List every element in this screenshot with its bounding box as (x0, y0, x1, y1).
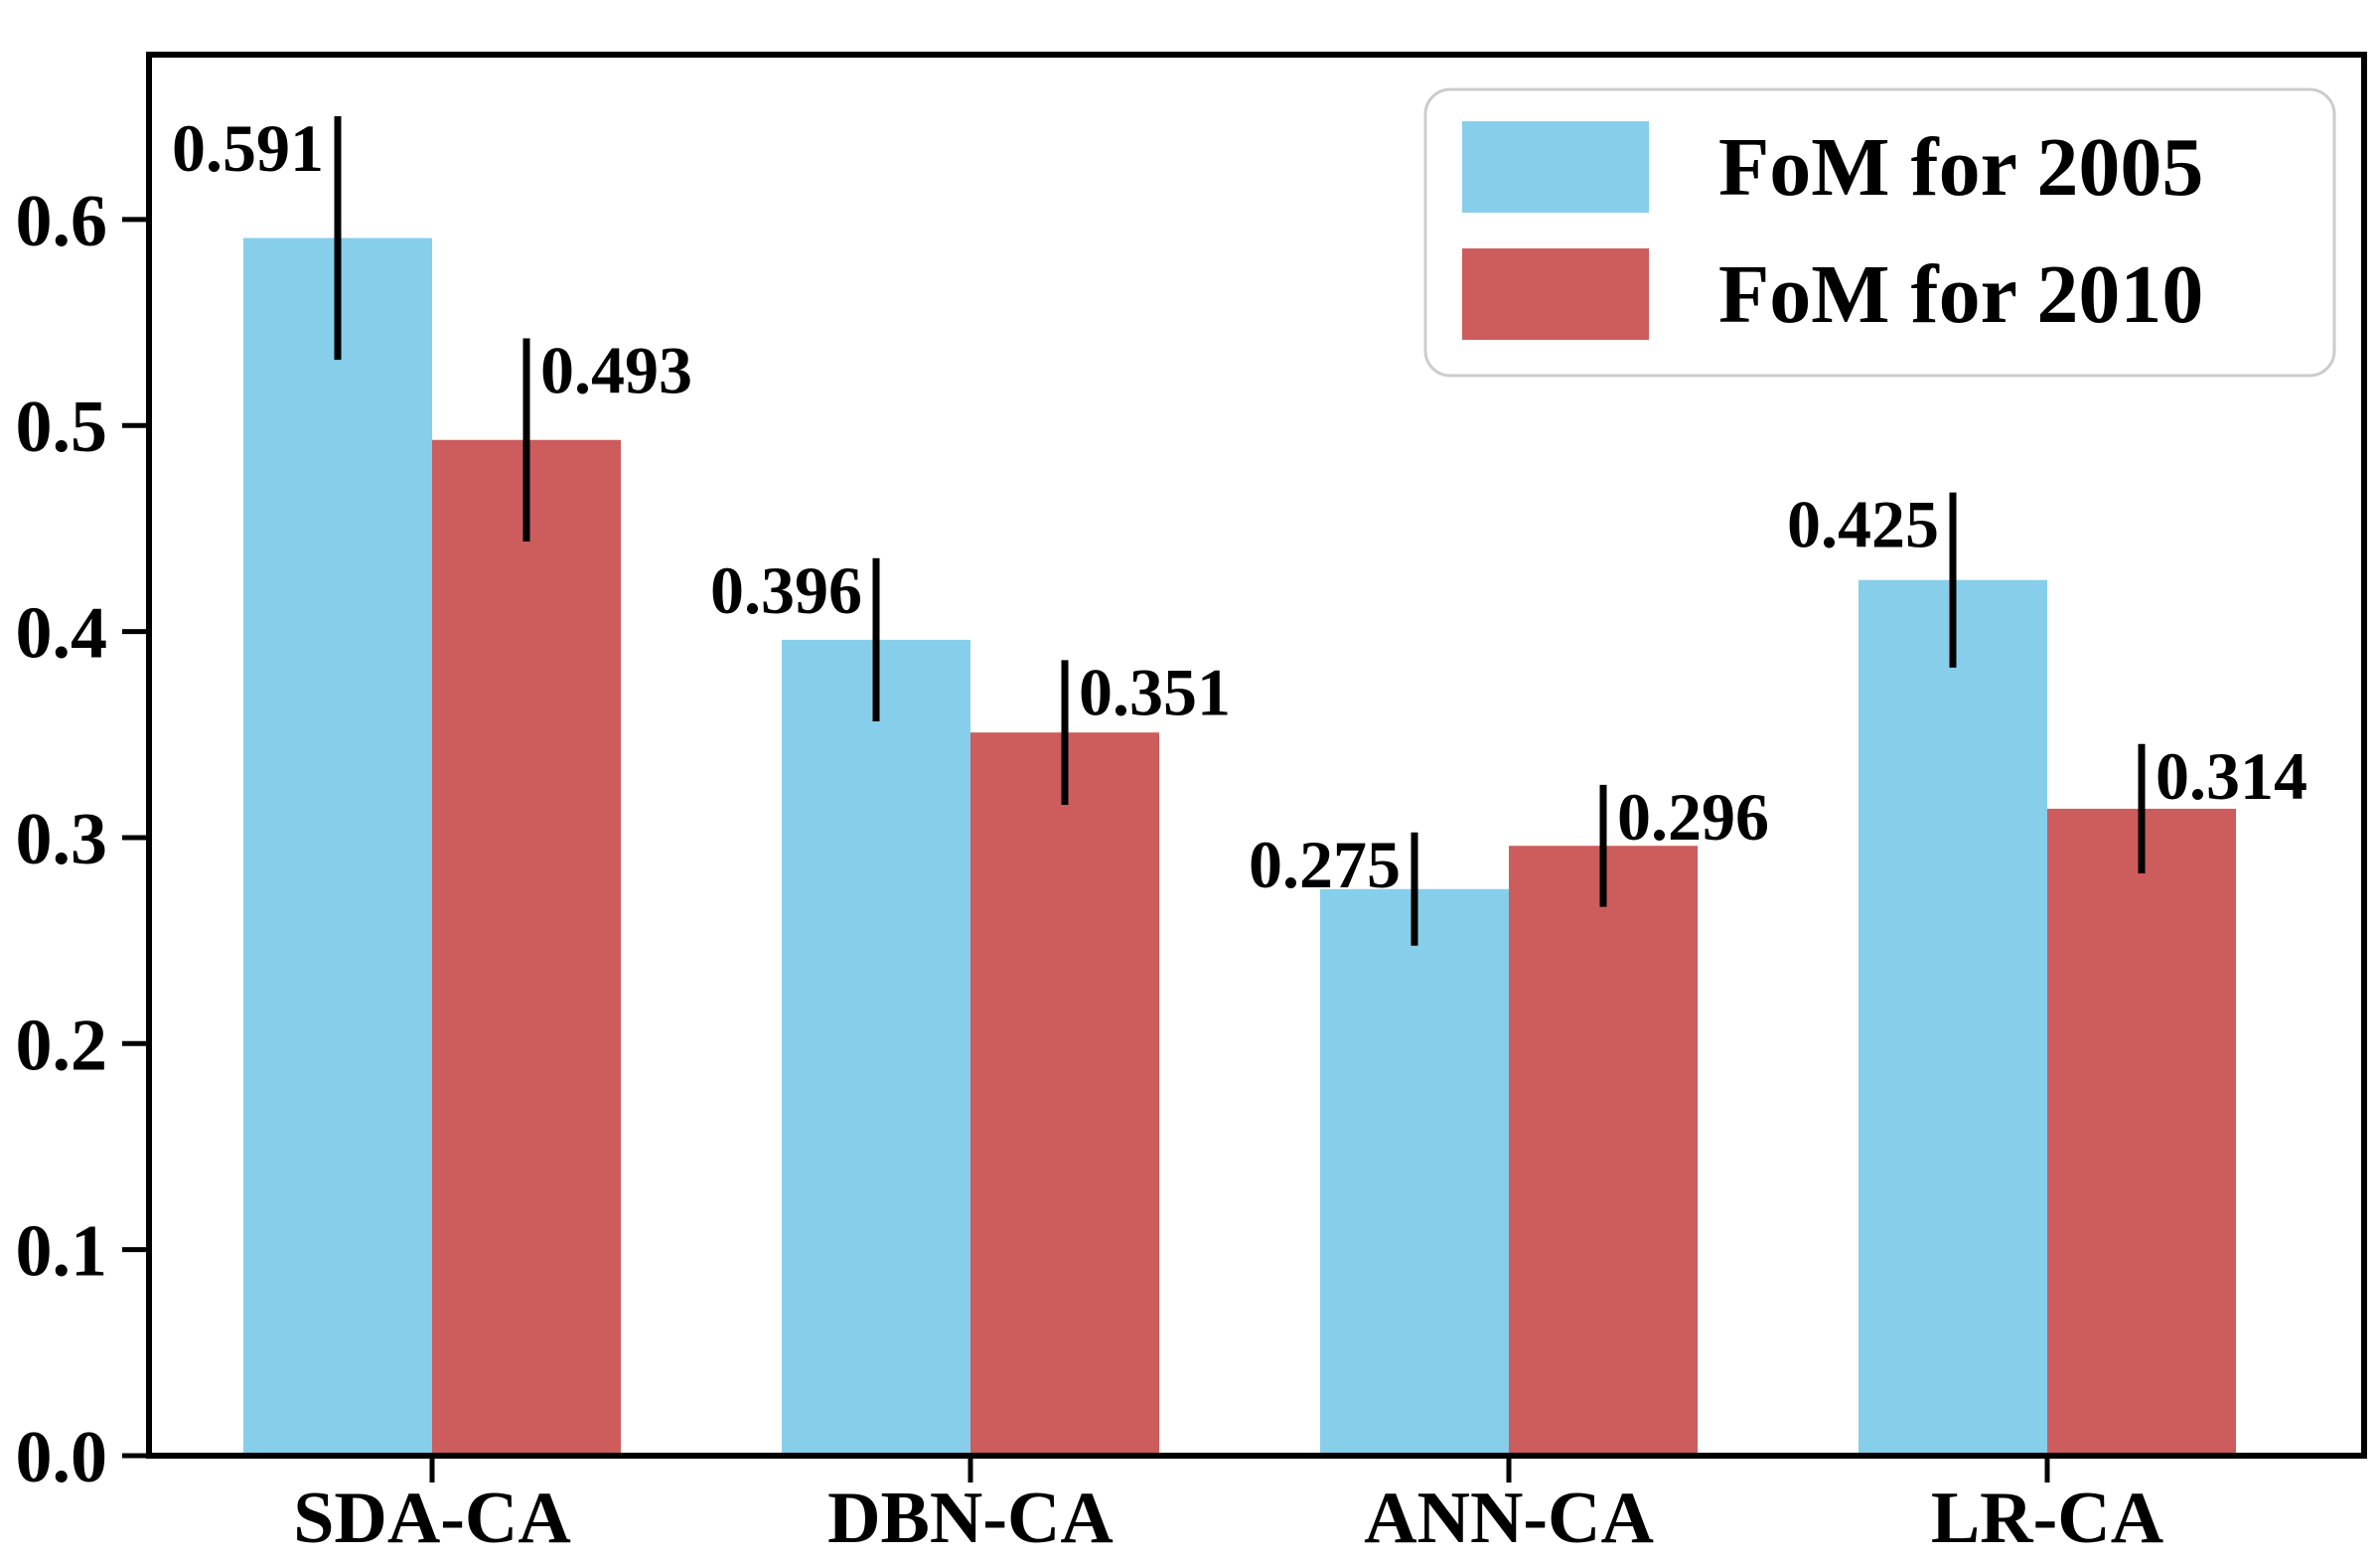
y-tick-label-0.0: 0.0 (16, 1417, 108, 1498)
legend-label-2005: FoM for 2005 (1718, 121, 2203, 214)
y-tick-label-0.2: 0.2 (16, 1005, 108, 1086)
value-label-2005-SDA-CA: 0.591 (172, 110, 324, 186)
bar-2010-LR-CA (2047, 808, 2236, 1456)
value-label-2010-SDA-CA: 0.493 (540, 333, 692, 408)
legend-swatch-2005 (1462, 121, 1649, 213)
bar-2010-ANN-CA (1509, 846, 1698, 1456)
legend-swatch-2010 (1462, 248, 1649, 340)
value-label-2010-LR-CA: 0.314 (2156, 738, 2307, 814)
value-label-2005-DBN-CA: 0.396 (710, 552, 862, 628)
bar-2005-SDA-CA (243, 237, 432, 1457)
y-tick-label-0.5: 0.5 (16, 387, 108, 468)
x-tick-label-SDA-CA: SDA-CA (293, 1478, 571, 1559)
y-tick-label-0.3: 0.3 (16, 799, 108, 880)
legend-label-2010: FoM for 2010 (1718, 248, 2203, 341)
plot-border (146, 52, 2367, 1459)
bar-2005-DBN-CA (782, 639, 970, 1456)
value-label-2010-DBN-CA: 0.351 (1079, 654, 1231, 729)
x-tick-label-LR-CA: LR-CA (1931, 1478, 2163, 1559)
x-tick-label-DBN-CA: DBN-CA (827, 1478, 1114, 1559)
y-tick-label-0.1: 0.1 (16, 1211, 108, 1293)
y-tick-label-0.6: 0.6 (16, 181, 108, 262)
legend-box (1423, 87, 2336, 378)
bar-2010-DBN-CA (970, 732, 1159, 1456)
value-label-2010-ANN-CA: 0.296 (1617, 779, 1769, 855)
x-tick-label-ANN-CA: ANN-CA (1364, 1478, 1654, 1559)
y-tick-label-0.4: 0.4 (16, 593, 108, 675)
bar-2005-LR-CA (1859, 579, 2047, 1456)
value-label-2005-LR-CA: 0.425 (1787, 487, 1939, 562)
value-label-2005-ANN-CA: 0.275 (1249, 827, 1401, 902)
bar-2010-SDA-CA (432, 439, 621, 1456)
bar-2005-ANN-CA (1320, 888, 1509, 1456)
